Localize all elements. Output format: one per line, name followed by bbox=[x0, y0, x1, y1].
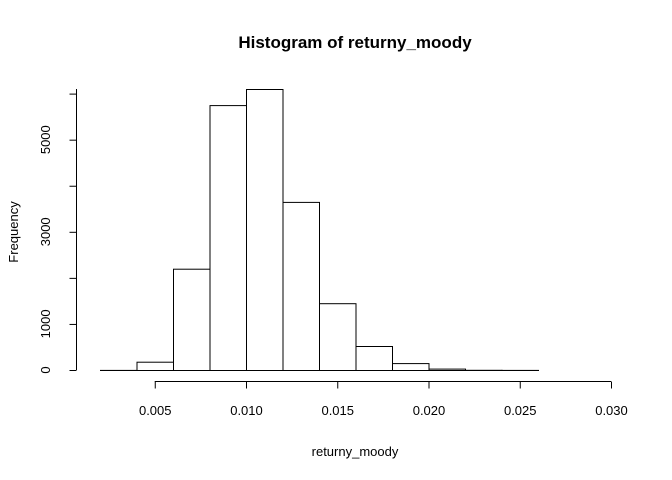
y-axis: 0 1000 3000 5000 bbox=[38, 89, 77, 374]
histogram-bar bbox=[246, 89, 284, 371]
x-axis-label: returny_moody bbox=[312, 444, 399, 459]
x-tick-label: 0.030 bbox=[595, 403, 628, 418]
histogram-bar bbox=[428, 368, 466, 372]
y-tick-label: 0 bbox=[38, 366, 53, 373]
histogram-bar bbox=[209, 105, 247, 371]
y-tick-label: 3000 bbox=[38, 217, 53, 246]
chart-title: Histogram of returny_moody bbox=[238, 33, 472, 52]
y-tick-label: 1000 bbox=[38, 309, 53, 338]
histogram-bar bbox=[355, 346, 393, 371]
x-tick-label: 0.015 bbox=[321, 403, 354, 418]
histogram-bar bbox=[282, 201, 320, 371]
x-axis: 0.005 0.010 0.015 0.020 0.025 0.030 bbox=[139, 381, 628, 418]
y-axis-label: Frequency bbox=[6, 201, 21, 263]
y-tick-label: 5000 bbox=[38, 125, 53, 154]
x-tick-label: 0.010 bbox=[230, 403, 263, 418]
histogram-bar bbox=[392, 363, 430, 372]
x-tick-label: 0.025 bbox=[504, 403, 537, 418]
x-tick-label: 0.005 bbox=[139, 403, 172, 418]
x-tick-label: 0.020 bbox=[413, 403, 446, 418]
bars-group bbox=[100, 89, 539, 372]
histogram-bar bbox=[136, 361, 174, 372]
histogram-bar bbox=[319, 303, 357, 372]
histogram-bar bbox=[173, 268, 211, 372]
